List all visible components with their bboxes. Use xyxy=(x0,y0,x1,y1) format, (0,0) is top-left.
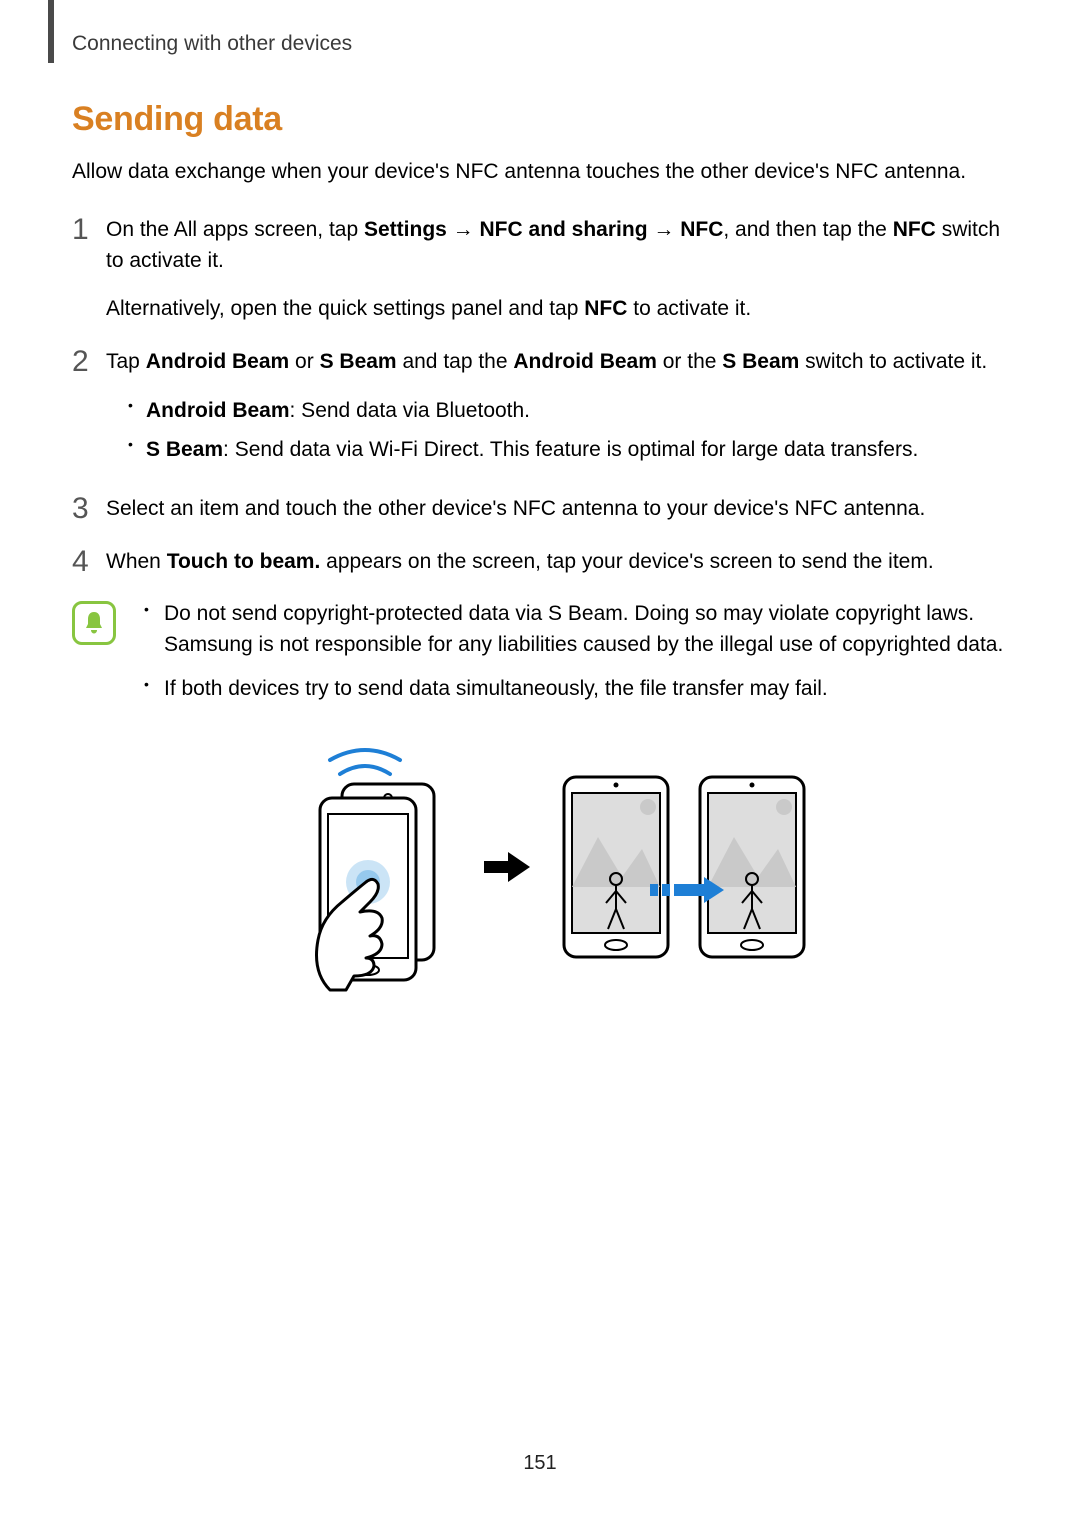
text: or the xyxy=(657,350,722,373)
nfc-illustration xyxy=(72,742,1012,992)
section-heading: Sending data xyxy=(72,100,1012,139)
text: and tap the xyxy=(397,350,514,373)
text: : Send data via Bluetooth. xyxy=(290,399,531,422)
step-body: When Touch to beam. appears on the scree… xyxy=(106,547,1012,577)
bell-icon xyxy=(72,601,116,645)
text: , and then tap the xyxy=(723,218,892,241)
text: : Send data via Wi-Fi Direct. This featu… xyxy=(223,438,918,461)
bold: NFC and sharing xyxy=(480,218,648,241)
bold: NFC xyxy=(680,218,723,241)
step-1-para-1: On the All apps screen, tap Settings → N… xyxy=(106,215,1012,276)
bold: NFC xyxy=(584,297,627,320)
note-icon-column xyxy=(72,599,138,718)
bold: Android Beam xyxy=(146,350,290,373)
text: switch to activate it. xyxy=(799,350,987,373)
list-item: If both devices try to send data simulta… xyxy=(138,674,1012,704)
bold: Settings xyxy=(364,218,447,241)
step-2-para-1: Tap Android Beam or S Beam and tap the A… xyxy=(106,347,1012,377)
text: to activate it. xyxy=(627,297,751,320)
step-3-para-1: Select an item and touch the other devic… xyxy=(106,494,1012,524)
breadcrumb: Connecting with other devices xyxy=(72,32,352,56)
phones-transfer-icon xyxy=(554,767,814,967)
page-tab-marker xyxy=(48,0,54,63)
bold: Android Beam xyxy=(146,399,290,422)
note-list: Do not send copyright-protected data via… xyxy=(138,599,1012,718)
step-2-bullets: Android Beam: Send data via Bluetooth. S… xyxy=(106,395,1012,466)
list-item: S Beam: Send data via Wi-Fi Direct. This… xyxy=(128,434,1012,467)
step-3: 3 Select an item and touch the other dev… xyxy=(72,494,1012,524)
step-1-para-2: Alternatively, open the quick settings p… xyxy=(106,294,1012,324)
step-2: 2 Tap Android Beam or S Beam and tap the… xyxy=(72,347,1012,473)
arrow-right-icon xyxy=(482,850,532,884)
text: → xyxy=(447,218,480,241)
bold: S Beam xyxy=(146,438,223,461)
step-body: Tap Android Beam or S Beam and tap the A… xyxy=(106,347,1012,473)
note-block: Do not send copyright-protected data via… xyxy=(72,599,1012,718)
bold: Touch to beam. xyxy=(167,550,321,573)
text: or xyxy=(289,350,319,373)
bold: Android Beam xyxy=(513,350,657,373)
text: On the All apps screen, tap xyxy=(106,218,364,241)
step-body: Select an item and touch the other devic… xyxy=(106,494,1012,524)
step-4: 4 When Touch to beam. appears on the scr… xyxy=(72,547,1012,577)
step-body: On the All apps screen, tap Settings → N… xyxy=(106,215,1012,324)
text: When xyxy=(106,550,167,573)
text: Tap xyxy=(106,350,146,373)
bold: S Beam xyxy=(320,350,397,373)
step-number: 1 xyxy=(72,215,106,324)
page-content: Sending data Allow data exchange when yo… xyxy=(72,100,1012,992)
section-intro: Allow data exchange when your device's N… xyxy=(72,157,1012,187)
step-number: 4 xyxy=(72,547,106,577)
bold: NFC xyxy=(893,218,936,241)
text: appears on the screen, tap your device's… xyxy=(320,550,933,573)
text: Alternatively, open the quick settings p… xyxy=(106,297,584,320)
list-item: Android Beam: Send data via Bluetooth. xyxy=(128,395,1012,428)
step-number: 3 xyxy=(72,494,106,524)
step-number: 2 xyxy=(72,347,106,473)
step-4-para-1: When Touch to beam. appears on the scree… xyxy=(106,547,1012,577)
list-item: Do not send copyright-protected data via… xyxy=(138,599,1012,660)
phones-touch-icon xyxy=(270,742,460,992)
step-1: 1 On the All apps screen, tap Settings →… xyxy=(72,215,1012,324)
bold: S Beam xyxy=(722,350,799,373)
page-number: 151 xyxy=(0,1452,1080,1475)
text: → xyxy=(648,218,681,241)
